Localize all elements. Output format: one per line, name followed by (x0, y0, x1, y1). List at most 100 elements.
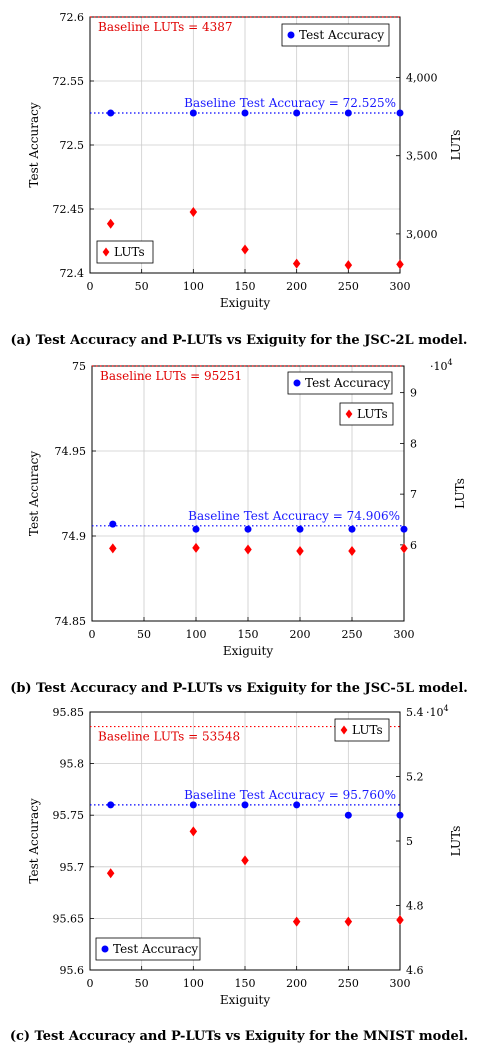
baseline-luts-label: Baseline LUTs = 95251 (100, 369, 242, 383)
y-right-tick-label: 7 (410, 488, 417, 501)
y-right-axis-label: LUTs (453, 478, 467, 509)
y-left-tick-label: 72.5 (60, 139, 85, 152)
y-right-exponent: ·104 (426, 704, 449, 719)
luts-point (292, 916, 301, 927)
y-right-tick-label: 3,000 (406, 228, 438, 241)
x-axis-label: Exiguity (220, 993, 270, 1007)
baseline-accuracy-label: Baseline Test Accuracy = 72.525% (184, 96, 396, 110)
x-tick-label: 0 (87, 280, 94, 293)
y-left-tick-label: 95.65 (53, 912, 85, 925)
chart-panel-2: 0 50 100 150 200 250 300 95.6 95.65 95.7 95.75 95.8… (10, 704, 468, 1044)
accuracy-point (192, 525, 200, 533)
x-axis-label: Exiguity (220, 296, 270, 310)
accuracy-point (189, 801, 197, 809)
y-right-axis-label: LUTs (449, 826, 463, 857)
y-left-tick-label: 95.7 (60, 861, 85, 874)
figure-caption: (a) Test Accuracy and P-LUTs vs Exiguity… (11, 333, 468, 348)
accuracy-point (344, 811, 352, 819)
x-tick-label: 250 (342, 628, 363, 641)
legend-luts-box (96, 240, 154, 264)
luts-point (296, 545, 304, 556)
legend-accuracy-box (95, 937, 201, 961)
legend-luts-marker (345, 409, 353, 419)
legend-accuracy-label: Test Accuracy (305, 376, 390, 390)
accuracy-point (109, 520, 117, 528)
y-left-tick-label: 95.8 (60, 758, 85, 771)
y-right-exponent-power: 4 (444, 704, 449, 713)
legend-accuracy-marker (101, 945, 109, 953)
luts-point (189, 207, 198, 218)
y-left-tick-label: 95.85 (53, 706, 85, 719)
accuracy-point (396, 811, 404, 819)
x-tick-label: 250 (338, 280, 359, 293)
legend-luts-label: LUTs (352, 723, 383, 737)
accuracy-point (241, 109, 249, 117)
y-left-tick-label: 72.4 (60, 267, 85, 280)
legend-accuracy-marker (287, 31, 295, 39)
y-left-tick-label: 75 (72, 360, 86, 373)
y-right-tick-label: 4.8 (406, 900, 424, 913)
luts-point (344, 260, 353, 271)
x-tick-label: 100 (183, 280, 204, 293)
chart-panel-0: 0 50 100 150 200 250 300 72.4 72.45 72.5 72.55 72.6… (11, 11, 468, 348)
y-left-tick-label: 74.85 (55, 615, 87, 628)
x-tick-label: 50 (135, 977, 149, 990)
x-tick-label: 300 (394, 628, 415, 641)
chart-panel-1: 0 50 100 150 200 250 300 74.85 74.9 74.95 75 6 7 8 9 ·1… (10, 358, 468, 696)
accuracy-point (244, 525, 252, 533)
y-right-tick-label: 5.4 (406, 706, 424, 719)
figure-caption: (c) Test Accuracy and P-LUTs vs Exiguity… (10, 1029, 468, 1044)
accuracy-point (107, 109, 115, 117)
y-left-tick-label: 95.75 (53, 809, 85, 822)
x-tick-label: 200 (290, 628, 311, 641)
accuracy-point (344, 109, 352, 117)
legend-luts-marker (340, 725, 348, 735)
luts-point (241, 244, 249, 255)
luts-point (396, 259, 404, 270)
y-left-tick-label: 95.6 (60, 964, 85, 977)
luts-point (400, 543, 408, 554)
y-left-tick-label: 74.95 (55, 445, 87, 458)
x-tick-label: 150 (235, 280, 256, 293)
x-tick-label: 50 (135, 280, 149, 293)
luts-point (244, 544, 252, 555)
accuracy-point (348, 525, 356, 533)
luts-point (292, 258, 301, 269)
luts-point (192, 542, 200, 553)
figure-caption: (b) Test Accuracy and P-LUTs vs Exiguity… (10, 681, 468, 696)
baseline-luts-label: Baseline LUTs = 53548 (98, 730, 240, 744)
y-right-tick-label: 4.6 (406, 964, 424, 977)
legend-accuracy-label: Test Accuracy (113, 942, 198, 956)
y-left-axis-label: Test Accuracy (27, 798, 41, 883)
accuracy-point (396, 109, 404, 117)
x-tick-label: 0 (87, 977, 94, 990)
baseline-accuracy-label: Baseline Test Accuracy = 74.906% (188, 509, 400, 523)
y-right-axis-label: LUTs (449, 130, 463, 161)
legend-luts-box (339, 402, 394, 426)
x-tick-label: 50 (137, 628, 151, 641)
legend-accuracy-box (281, 23, 390, 47)
legend-luts-label: LUTs (114, 245, 145, 259)
luts-point (241, 855, 249, 866)
accuracy-point (107, 801, 115, 809)
luts-point (106, 868, 115, 879)
legend-accuracy-label: Test Accuracy (299, 28, 384, 42)
x-axis-label: Exiguity (223, 644, 273, 658)
luts-point (106, 218, 115, 229)
y-right-tick-label: 6 (410, 539, 417, 552)
legend-luts-marker (102, 247, 110, 257)
y-left-tick-label: 72.55 (53, 75, 85, 88)
y-right-exponent: ·104 (430, 358, 453, 373)
y-right-tick-label: 9 (410, 387, 417, 400)
x-tick-label: 200 (286, 280, 307, 293)
luts-point (396, 915, 404, 926)
y-left-tick-label: 74.9 (62, 530, 87, 543)
accuracy-point (293, 109, 301, 117)
legend-luts-label: LUTs (357, 407, 388, 421)
y-right-exponent-power: 4 (448, 358, 453, 367)
accuracy-point (400, 525, 408, 533)
x-tick-label: 150 (235, 977, 256, 990)
baseline-luts-label: Baseline LUTs = 4387 (98, 20, 233, 34)
x-tick-label: 250 (338, 977, 359, 990)
